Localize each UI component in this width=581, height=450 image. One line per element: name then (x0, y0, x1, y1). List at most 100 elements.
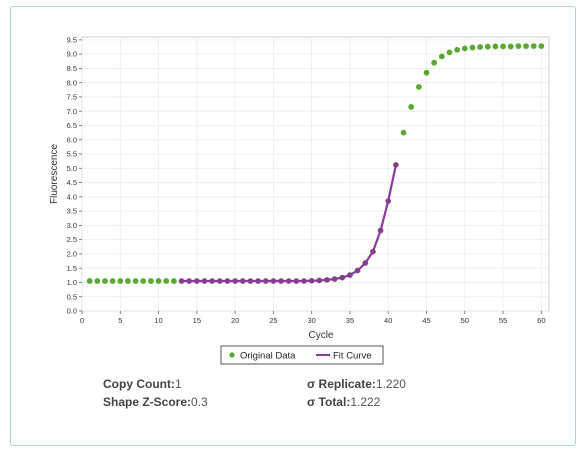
x-axis-ticks: 0 5 10 15 20 25 30 35 40 45 50 55 60 (80, 311, 546, 325)
data-point-original (477, 44, 483, 50)
data-point-original (454, 46, 461, 53)
sigma-total-value: 1.222 (350, 395, 381, 409)
fit-curve-point (194, 278, 200, 284)
y-tick-label: 7.0 (67, 107, 77, 116)
copy-count-value: 1 (174, 377, 182, 391)
shape-z-score-label: Shape Z-Score: (103, 395, 192, 409)
data-point-original (400, 129, 407, 136)
data-point-original (507, 43, 514, 50)
data-point-original (140, 278, 147, 284)
fit-curve-point (217, 278, 223, 284)
fit-curve-point (339, 275, 345, 281)
y-tick-label: 7.5 (67, 93, 77, 102)
x-tick-label: 60 (537, 316, 545, 325)
fit-curve-point (324, 277, 330, 283)
x-tick-label: 25 (269, 316, 277, 325)
fit-curve-point (178, 278, 185, 284)
fit-curve-point (270, 278, 276, 284)
y-tick-label: 8.5 (67, 64, 77, 73)
y-axis-title: Fluorescence (49, 144, 60, 204)
data-point-original (94, 278, 101, 284)
data-point-original (109, 278, 116, 284)
fit-curve-point (309, 278, 315, 284)
y-tick-label: 9.0 (67, 50, 77, 59)
fit-curve-point (355, 267, 361, 274)
x-tick-label: 35 (346, 316, 354, 325)
y-tick-label: 0.0 (67, 307, 77, 316)
x-tick-label: 30 (308, 316, 316, 325)
legend-label-original-data: Original Data (240, 351, 296, 362)
data-point-original (530, 43, 537, 50)
fit-curve-point (186, 278, 192, 284)
y-tick-label: 4.0 (67, 192, 77, 201)
copy-count: Copy Count:1 (103, 377, 182, 391)
x-tick-label: 40 (384, 316, 392, 325)
fit-curve-point (278, 278, 284, 284)
fit-curve-point (332, 276, 338, 282)
data-point-original (523, 43, 529, 50)
data-point-original (86, 278, 93, 284)
fit-curve-point (201, 278, 208, 284)
x-axis-title: Cycle (308, 330, 333, 341)
data-point-original (125, 278, 131, 284)
y-tick-label: 2.0 (67, 250, 77, 259)
fit-curve-point (224, 278, 231, 284)
data-point-original (461, 45, 468, 52)
y-tick-label: 1.0 (67, 278, 77, 287)
x-tick-label: 45 (422, 316, 430, 325)
data-point-original (500, 43, 506, 50)
sigma-replicate-label: σ Replicate: (307, 377, 376, 391)
fit-curve-point (393, 162, 399, 168)
y-tick-label: 6.5 (67, 121, 77, 130)
legend-marker-original-data (229, 352, 235, 358)
x-tick-label: 20 (231, 316, 239, 325)
fit-curve-point (362, 260, 368, 266)
x-tick-label: 55 (499, 316, 507, 325)
data-point-original (492, 43, 499, 50)
fit-curve-point (209, 278, 215, 284)
x-tick-label: 50 (461, 316, 469, 325)
legend-box (220, 345, 384, 365)
sigma-total: σ Total:1.222 (307, 395, 380, 409)
y-tick-label: 2.5 (67, 235, 77, 244)
fit-curve-point (232, 278, 238, 284)
sigma-replicate-value: 1.220 (375, 377, 406, 391)
y-tick-label: 8.0 (67, 78, 77, 87)
data-point-original (155, 278, 162, 284)
shape-z-score: Shape Z-Score:0.3 (103, 395, 208, 409)
y-tick-label: 6.0 (67, 135, 77, 144)
fit-curve-point (377, 227, 384, 234)
sigma-replicate: σ Replicate:1.220 (307, 377, 406, 391)
fit-curve-point (370, 249, 376, 255)
y-tick-label: 1.5 (67, 264, 77, 273)
data-point-original (148, 278, 154, 284)
copy-count-label: Copy Count: (103, 377, 175, 391)
legend-label-fit-curve: Fit Curve (333, 351, 372, 362)
fit-curve-point (255, 278, 261, 284)
fit-curve-point (247, 278, 254, 284)
data-point-original (408, 104, 415, 110)
data-marks (86, 43, 545, 284)
data-point-original (446, 49, 453, 56)
fit-curve-point (347, 272, 353, 278)
data-point-original (469, 44, 476, 51)
data-point-original (132, 278, 139, 284)
fit-curve-point (240, 278, 246, 284)
y-tick-label: 9.5 (67, 35, 77, 44)
x-tick-label: 5 (118, 316, 122, 325)
data-point-original (170, 278, 177, 284)
plot-area (81, 36, 550, 312)
fit-curve-point (293, 278, 299, 284)
x-tick-label: 0 (80, 316, 84, 325)
y-tick-label: 5.0 (67, 164, 77, 173)
fit-curve-point (286, 278, 292, 284)
y-tick-label: 3.5 (67, 207, 77, 216)
data-point-original (423, 69, 430, 76)
y-tick-label: 3.0 (67, 221, 77, 230)
data-point-original (415, 84, 422, 90)
data-point-original (163, 278, 170, 284)
fit-curve-point (316, 277, 322, 284)
fit-curve-point (301, 278, 307, 284)
data-point-original (102, 278, 108, 284)
